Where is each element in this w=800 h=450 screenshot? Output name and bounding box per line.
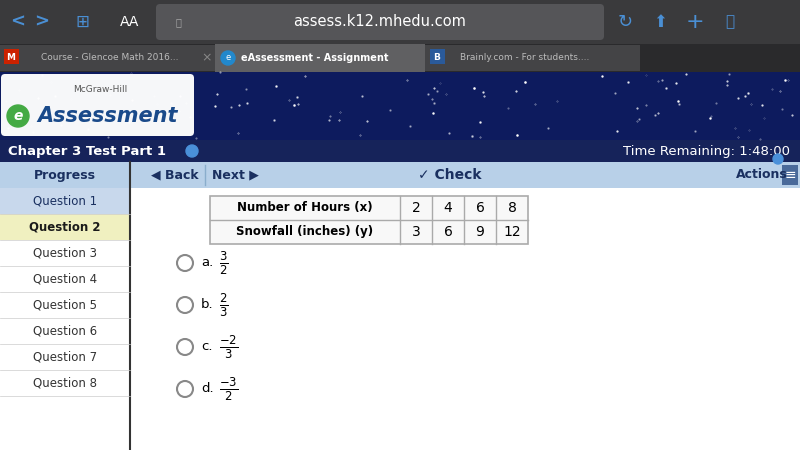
FancyBboxPatch shape [790, 266, 800, 310]
Text: a.: a. [201, 256, 214, 270]
Text: AA: AA [120, 15, 140, 29]
Text: Number of Hours (x): Number of Hours (x) [237, 202, 373, 215]
Text: 🔒: 🔒 [175, 17, 181, 27]
Text: 8: 8 [507, 201, 517, 215]
Text: McGraw-Hill: McGraw-Hill [73, 86, 127, 94]
FancyBboxPatch shape [215, 44, 425, 72]
Circle shape [177, 339, 193, 355]
Circle shape [773, 154, 783, 164]
FancyBboxPatch shape [0, 0, 800, 44]
Text: Question 2: Question 2 [30, 220, 101, 234]
Text: ↻: ↻ [618, 13, 633, 31]
Text: >: > [34, 13, 50, 31]
Text: ⧉: ⧉ [726, 14, 734, 30]
Circle shape [177, 255, 193, 271]
FancyBboxPatch shape [0, 292, 130, 318]
FancyBboxPatch shape [210, 196, 528, 244]
Text: 6: 6 [443, 225, 453, 239]
FancyBboxPatch shape [0, 214, 130, 240]
Text: e: e [226, 54, 230, 63]
Text: Actions: Actions [736, 168, 788, 181]
Circle shape [221, 51, 235, 65]
Text: assess.k12.mhedu.com: assess.k12.mhedu.com [294, 14, 466, 30]
Text: ⬆: ⬆ [653, 13, 667, 31]
Circle shape [186, 145, 198, 157]
Text: ✓ Check: ✓ Check [418, 168, 482, 182]
FancyBboxPatch shape [0, 370, 130, 396]
Text: Chapter 3 Test Part 1: Chapter 3 Test Part 1 [8, 144, 166, 158]
Text: $\frac{3}{2}$: $\frac{3}{2}$ [219, 249, 229, 277]
Text: Question 8: Question 8 [33, 377, 97, 390]
Text: 9: 9 [475, 225, 485, 239]
Text: ×: × [202, 51, 212, 64]
Circle shape [177, 381, 193, 397]
Text: 3: 3 [412, 225, 420, 239]
Text: Course - Glencoe Math 2016...: Course - Glencoe Math 2016... [42, 54, 178, 63]
Text: Brainly.com - For students....: Brainly.com - For students.... [460, 54, 590, 63]
Text: 2: 2 [412, 201, 420, 215]
Text: Progress: Progress [34, 168, 96, 181]
FancyBboxPatch shape [0, 140, 800, 162]
Text: ◀ Back: ◀ Back [151, 168, 199, 181]
FancyBboxPatch shape [1, 74, 194, 136]
Text: 4: 4 [444, 201, 452, 215]
FancyBboxPatch shape [430, 49, 445, 64]
Text: Snowfall (inches) (y): Snowfall (inches) (y) [237, 225, 374, 238]
Text: $\frac{-2}{3}$: $\frac{-2}{3}$ [219, 333, 238, 361]
Text: Question 5: Question 5 [33, 298, 97, 311]
FancyBboxPatch shape [0, 344, 130, 370]
Text: +: + [686, 12, 704, 32]
Text: d.: d. [201, 382, 214, 396]
Text: Next ▶: Next ▶ [211, 168, 258, 181]
Text: Question 6: Question 6 [33, 324, 97, 338]
FancyBboxPatch shape [156, 4, 604, 40]
Text: B: B [434, 53, 441, 62]
Text: c.: c. [201, 341, 213, 354]
FancyBboxPatch shape [0, 162, 800, 188]
Text: Question 4: Question 4 [33, 273, 97, 285]
FancyBboxPatch shape [0, 266, 130, 292]
FancyBboxPatch shape [0, 72, 800, 140]
Text: Assessment: Assessment [38, 106, 178, 126]
Text: Question 3: Question 3 [33, 247, 97, 260]
FancyBboxPatch shape [4, 49, 19, 64]
Text: <: < [10, 13, 26, 31]
Text: eAssessment - Assignment: eAssessment - Assignment [242, 53, 389, 63]
Text: M: M [6, 53, 15, 62]
Text: 12: 12 [503, 225, 521, 239]
Text: Question 1: Question 1 [33, 194, 97, 207]
FancyBboxPatch shape [0, 240, 130, 266]
Text: 6: 6 [475, 201, 485, 215]
Text: b.: b. [201, 298, 214, 311]
FancyBboxPatch shape [425, 45, 640, 71]
Text: e: e [14, 109, 22, 123]
FancyBboxPatch shape [0, 45, 215, 71]
Text: ≡: ≡ [784, 168, 796, 182]
Text: Question 7: Question 7 [33, 351, 97, 364]
Circle shape [177, 297, 193, 313]
FancyBboxPatch shape [782, 165, 798, 185]
Text: $\frac{2}{3}$: $\frac{2}{3}$ [219, 291, 229, 319]
FancyBboxPatch shape [0, 188, 130, 214]
Text: Time Remaining: 1:48:00: Time Remaining: 1:48:00 [623, 144, 790, 158]
Text: $\frac{-3}{2}$: $\frac{-3}{2}$ [219, 375, 238, 403]
FancyBboxPatch shape [130, 188, 800, 450]
Circle shape [7, 105, 29, 127]
FancyBboxPatch shape [0, 44, 800, 72]
FancyBboxPatch shape [0, 318, 130, 344]
Text: ⊞: ⊞ [75, 13, 89, 31]
